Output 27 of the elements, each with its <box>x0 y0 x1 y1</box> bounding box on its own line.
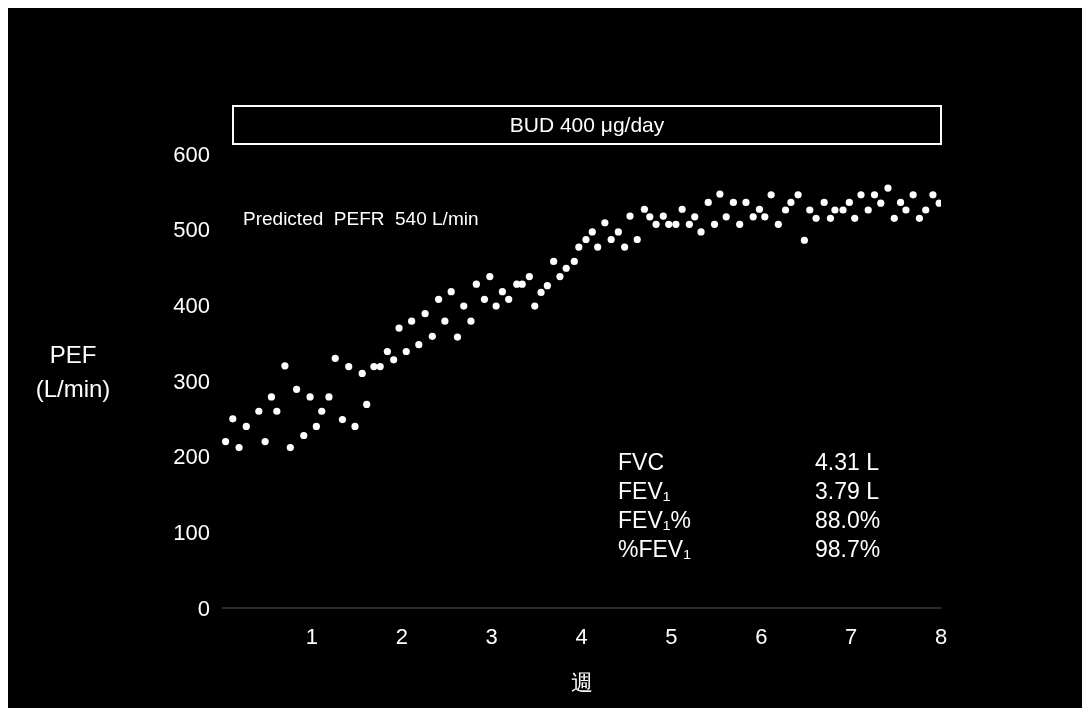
annotation: FEV₁ <box>618 477 672 506</box>
x-tick-label: 4 <box>575 623 588 649</box>
annotation: %FEV₁ <box>618 535 692 564</box>
annotation: FEV₁% <box>618 506 692 535</box>
annotation: FVC <box>618 448 665 477</box>
x-tick-label: 8 <box>934 623 948 649</box>
y-tick-label: 100 <box>173 520 210 546</box>
y-tick-label: 600 <box>173 141 210 167</box>
y-tick-label: 300 <box>173 368 210 394</box>
annotation: 88.0% <box>815 506 881 535</box>
label-box: BUD 400 μg/day <box>232 105 942 145</box>
x-tick-label: 7 <box>845 623 858 649</box>
y-tick-label: 0 <box>197 595 210 621</box>
annotation: 98.7% <box>815 535 881 564</box>
x-tick-label: 6 <box>755 623 768 649</box>
x-tick-label: 5 <box>665 623 678 649</box>
annotation: 3.79 L <box>815 477 879 506</box>
x-tick-label: 3 <box>485 623 498 649</box>
x-tick-label: 2 <box>395 623 408 649</box>
x-axis-title: 週 <box>570 670 593 695</box>
y-tick-label: 400 <box>173 293 210 319</box>
y-tick-label: 200 <box>173 444 210 470</box>
annotation: Predicted PEFR 540 L/min <box>243 208 479 230</box>
x-tick-label: 1 <box>305 623 318 649</box>
y-axis-title: PEF (L/min) <box>34 340 112 404</box>
y-tick-label: 500 <box>173 217 210 243</box>
annotation: 4.31 L <box>815 448 879 477</box>
